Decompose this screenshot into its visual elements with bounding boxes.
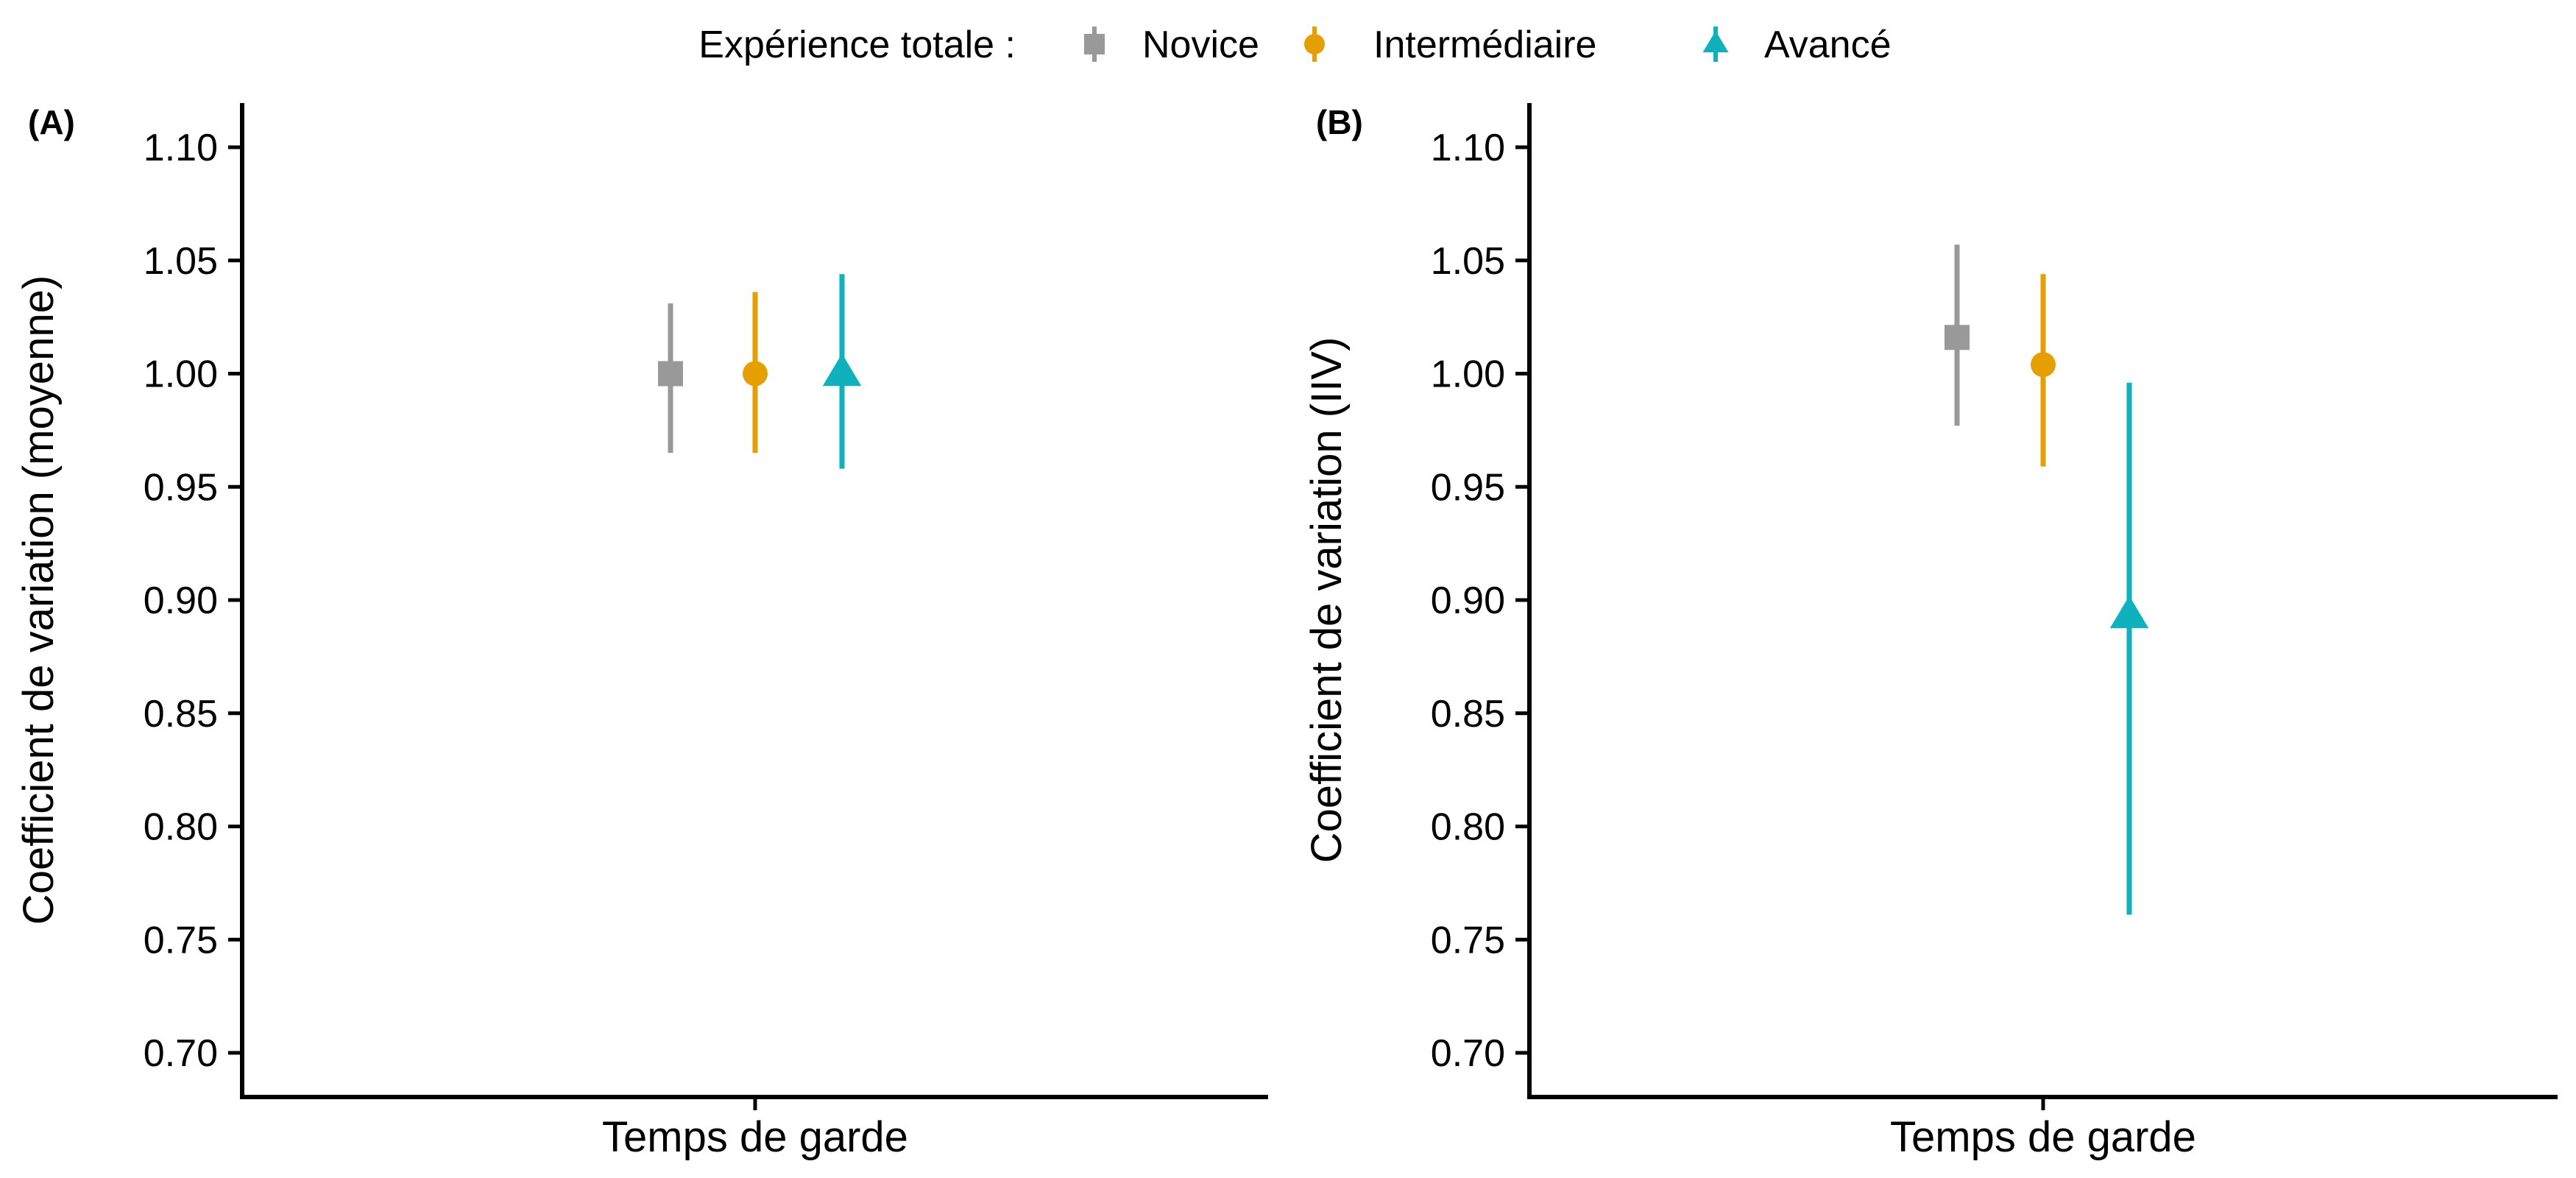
legend-label-novice: Novice xyxy=(1142,24,1259,66)
legend-key-intermediaire xyxy=(1304,34,1325,54)
y-tick-label: 1.10 xyxy=(1431,127,1505,169)
panel-a: (A) 0.70 0.75 0.80 0.85 0.90 0.95 1.00 1.05 1.10… xyxy=(15,103,1268,1161)
point-intermediaire xyxy=(743,361,768,387)
panel-a-x-title: Temps de garde xyxy=(602,1113,908,1161)
y-tick-label: 1.05 xyxy=(1431,240,1505,283)
legend-key-novice xyxy=(1084,34,1105,54)
panel-b-y-ticks: 0.70 0.75 0.80 0.85 0.90 0.95 1.00 1.05 1.10 xyxy=(1431,127,1529,1075)
point-avance xyxy=(2109,596,2149,629)
panel-a-label: (A) xyxy=(28,103,75,141)
y-tick-label: 0.90 xyxy=(144,579,218,622)
y-tick-label: 0.75 xyxy=(144,919,218,962)
point-intermediaire xyxy=(2031,352,2056,378)
y-tick-label: 0.70 xyxy=(1431,1032,1505,1075)
panel-b-x-title: Temps de garde xyxy=(1890,1113,2196,1161)
y-tick-label: 0.85 xyxy=(144,693,218,736)
panel-b: (B) 0.70 0.75 0.80 0.85 0.90 0.95 1.00 1.05 1.10… xyxy=(1303,103,2558,1161)
y-tick-label: 1.00 xyxy=(144,353,218,396)
point-novice xyxy=(658,361,683,387)
point-novice xyxy=(1945,325,1970,350)
point-avance xyxy=(822,353,862,387)
y-tick-label: 0.95 xyxy=(144,466,218,509)
panel-b-marks xyxy=(1945,244,2149,915)
y-tick-label: 0.70 xyxy=(144,1032,218,1075)
y-tick-label: 0.75 xyxy=(1431,919,1505,962)
legend-label-intermediaire: Intermédiaire xyxy=(1373,24,1596,66)
legend: Expérience totale : Novice Intermédiaire A… xyxy=(698,24,1891,66)
legend-title: Expérience totale : xyxy=(698,24,1016,66)
y-tick-label: 0.80 xyxy=(1431,806,1505,849)
y-tick-label: 1.00 xyxy=(1431,353,1505,396)
panel-a-y-ticks: 0.70 0.75 0.80 0.85 0.90 0.95 1.00 1.05 1.10 xyxy=(144,127,242,1075)
legend-label-avance: Avancé xyxy=(1764,24,1892,66)
legend-key-avance xyxy=(1702,30,1729,53)
y-tick-label: 1.10 xyxy=(144,127,218,169)
y-tick-label: 0.85 xyxy=(1431,693,1505,736)
y-tick-label: 0.90 xyxy=(1431,579,1505,622)
panel-b-label: (B) xyxy=(1316,103,1363,141)
y-tick-label: 0.80 xyxy=(144,806,218,849)
panel-a-marks xyxy=(658,274,862,469)
y-tick-label: 0.95 xyxy=(1431,466,1505,509)
y-tick-label: 1.05 xyxy=(144,240,218,283)
panel-a-y-title: Coefficient de variation (moyenne) xyxy=(15,275,63,925)
panel-b-y-title: Coefficient de variation (IIV) xyxy=(1303,337,1351,864)
